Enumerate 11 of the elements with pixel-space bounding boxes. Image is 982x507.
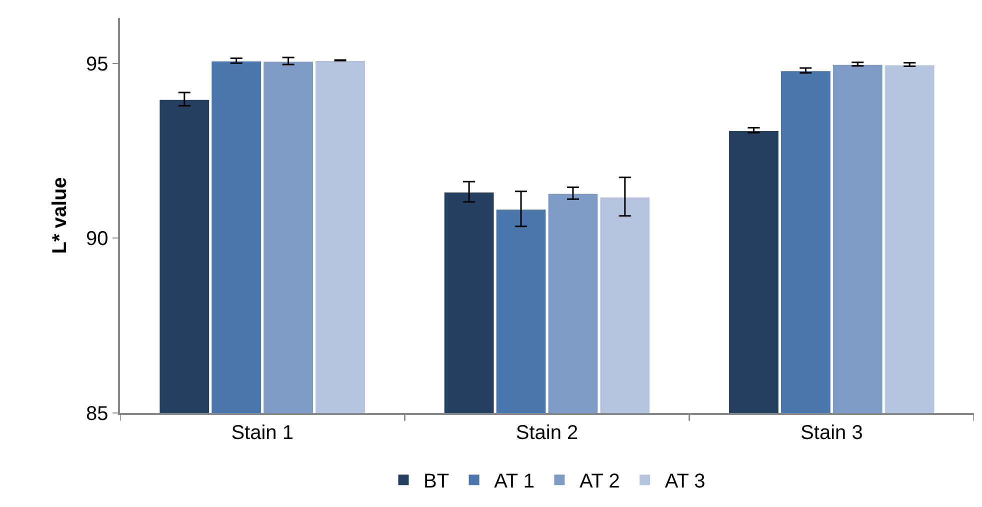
legend-label: BT xyxy=(424,470,450,493)
y-tick-label: 90 xyxy=(86,228,108,250)
x-tick-label: Stain 2 xyxy=(516,422,578,444)
x-tick-label: Stain 3 xyxy=(800,422,863,444)
y-tick-label: 95 xyxy=(86,53,108,76)
legend-label: AT 1 xyxy=(494,470,534,493)
y-axis-title: L* value xyxy=(49,177,71,254)
x-tick-label: Stain 1 xyxy=(231,422,294,444)
y-tick-label: 85 xyxy=(86,403,108,425)
legend-label: AT 3 xyxy=(664,470,706,493)
legend-label: AT 2 xyxy=(579,470,620,493)
